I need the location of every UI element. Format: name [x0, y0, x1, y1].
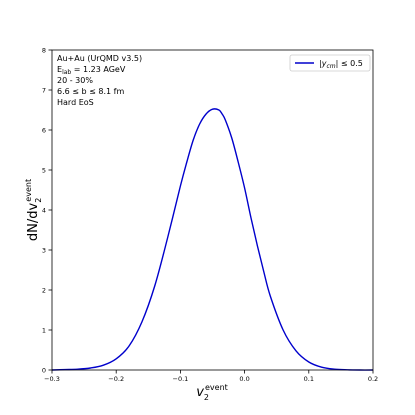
y-tick-label: 0 — [42, 366, 46, 374]
annotation-line-3: 20 - 30% — [57, 76, 93, 85]
x-tick-label: 0.1 — [304, 375, 314, 383]
x-tick-label: 0.0 — [239, 375, 249, 383]
legend: |ycm| ≤ 0.5 — [289, 54, 371, 72]
plot-frame — [51, 49, 374, 371]
series-line — [51, 108, 374, 371]
ticks-layer: −0.3 −0.2 −0.1 0.0 0.1 0.2 0 1 2 3 4 5 6 7 8 — [42, 46, 378, 383]
y-tick-label: 5 — [42, 166, 46, 174]
y-tick-label: 3 — [42, 246, 46, 254]
y-tick-label: 2 — [42, 286, 46, 294]
annotation-line-1: Au+Au (UrQMD v3.5) — [57, 54, 142, 63]
x-axis-label: v2event — [196, 383, 228, 402]
x-tick-label: 0.2 — [368, 375, 378, 383]
y-tick-label: 1 — [42, 326, 46, 334]
x-tick-label: −0.3 — [44, 375, 60, 383]
y-tick-label: 6 — [42, 126, 46, 134]
annotation-line-5: Hard EoS — [57, 98, 94, 107]
y-tick-label: 8 — [42, 46, 46, 54]
annotation-line-4: 6.6 ≤ b ≤ 8.1 fm — [57, 87, 124, 96]
legend-box — [289, 54, 371, 72]
series-layer — [51, 108, 374, 371]
annotation-block: Au+Au (UrQMD v3.5) Elab = 1.23 AGeV 20 -… — [57, 54, 142, 107]
x-tick-label: −0.2 — [108, 375, 124, 383]
y-tick-label: 4 — [42, 206, 46, 214]
y-tick-label: 7 — [42, 86, 46, 94]
y-axis-label: dN/dv2event — [24, 179, 43, 241]
x-tick-label: −0.1 — [173, 375, 189, 383]
plot-area — [52, 50, 373, 370]
annotation-line-2: Elab = 1.23 AGeV — [57, 65, 126, 76]
legend-label: |ycm| ≤ 0.5 — [319, 59, 363, 70]
